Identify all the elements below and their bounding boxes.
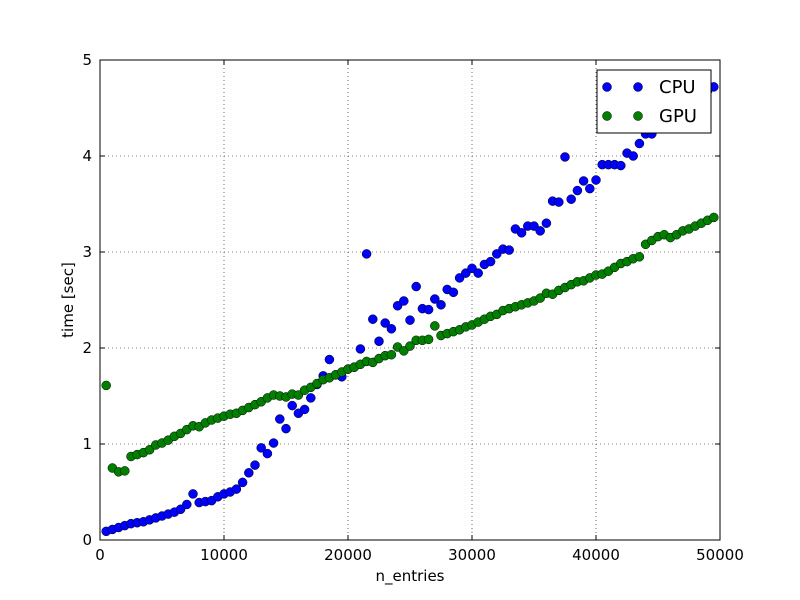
data-point-cpu	[250, 460, 260, 470]
grid-lines	[100, 60, 720, 540]
data-point-cpu	[585, 183, 595, 194]
data-point-cpu	[634, 138, 645, 149]
data-point-cpu	[566, 194, 576, 204]
axis-ticks	[99, 59, 721, 541]
data-point-cpu	[541, 218, 552, 228]
data-point-cpu	[182, 499, 192, 510]
y-tick-label: 5	[82, 51, 92, 69]
data-point-cpu	[299, 404, 310, 415]
data-point-gpu	[101, 380, 111, 391]
data-point-cpu	[535, 226, 545, 236]
data-point-gpu	[430, 321, 440, 331]
series-gpu	[101, 212, 719, 477]
data-point-cpu	[578, 176, 589, 186]
legend: CPU GPU	[596, 69, 712, 134]
data-point-gpu	[386, 349, 397, 360]
legend-marker-cpu-left	[602, 82, 612, 92]
data-point-cpu	[516, 228, 527, 238]
x-tick-label: 40000	[572, 546, 620, 564]
legend-marker-gpu-left	[602, 111, 612, 121]
data-point-cpu	[237, 477, 248, 488]
x-tick-label: 10000	[200, 546, 248, 564]
x-tick-label: 0	[95, 546, 105, 564]
x-tick-label: 20000	[324, 546, 372, 564]
y-tick-label: 3	[82, 243, 92, 261]
data-point-cpu	[231, 484, 242, 494]
data-point-gpu	[423, 334, 434, 345]
legend-label-gpu: GPU	[659, 106, 697, 127]
plot-area	[100, 60, 720, 540]
data-point-cpu	[287, 400, 297, 411]
data-point-cpu	[275, 414, 285, 424]
y-tick-label: 2	[82, 339, 92, 357]
data-point-gpu	[709, 212, 719, 223]
data-point-cpu	[560, 152, 570, 162]
data-point-gpu	[405, 341, 415, 351]
data-point-cpu	[188, 489, 198, 499]
data-point-cpu	[268, 438, 279, 448]
data-point-cpu	[405, 315, 415, 325]
legend-label-cpu: CPU	[659, 77, 696, 98]
data-point-cpu	[256, 443, 266, 453]
data-point-cpu	[355, 344, 366, 354]
data-point-cpu	[399, 296, 409, 306]
data-point-cpu	[374, 336, 384, 347]
legend-box	[596, 69, 712, 134]
data-point-cpu	[436, 300, 446, 310]
data-point-cpu	[591, 175, 601, 185]
x-axis-label: n_entries	[375, 567, 444, 586]
data-point-cpu	[448, 287, 459, 298]
data-point-cpu	[386, 324, 397, 334]
legend-marker-gpu-right	[633, 111, 643, 121]
data-point-gpu	[120, 466, 130, 476]
data-point-cpu	[324, 354, 335, 365]
data-point-cpu	[430, 294, 440, 304]
x-tick-label: 30000	[448, 546, 496, 564]
data-point-cpu	[473, 268, 483, 278]
y-tick-label: 1	[82, 435, 92, 453]
legend-marker-cpu-right	[633, 82, 643, 92]
y-axis-label: time [sec]	[59, 262, 77, 338]
data-point-cpu	[616, 160, 626, 171]
y-tick-label: 0	[82, 531, 92, 549]
data-point-cpu	[262, 448, 273, 459]
data-point-cpu	[572, 185, 583, 196]
data-point-cpu	[361, 249, 372, 259]
plot-frame	[99, 59, 721, 541]
y-tick-label: 4	[82, 147, 92, 165]
data-point-cpu	[306, 393, 316, 403]
data-point-cpu	[628, 151, 638, 161]
data-point-cpu	[281, 423, 291, 434]
data-point-gpu	[634, 252, 645, 262]
axis-tick-labels: 0 10000 20000 30000 40000 50000 0 1 2 3 4 5	[82, 51, 743, 564]
data-point-cpu	[380, 318, 390, 328]
data-point-cpu	[485, 256, 496, 267]
data-point-cpu	[554, 197, 564, 207]
x-tick-label: 50000	[696, 546, 744, 564]
data-point-cpu	[368, 314, 378, 324]
data-point-cpu	[423, 304, 434, 315]
data-point-cpu	[504, 245, 514, 255]
data-point-cpu	[244, 468, 254, 478]
data-point-cpu	[411, 281, 421, 292]
